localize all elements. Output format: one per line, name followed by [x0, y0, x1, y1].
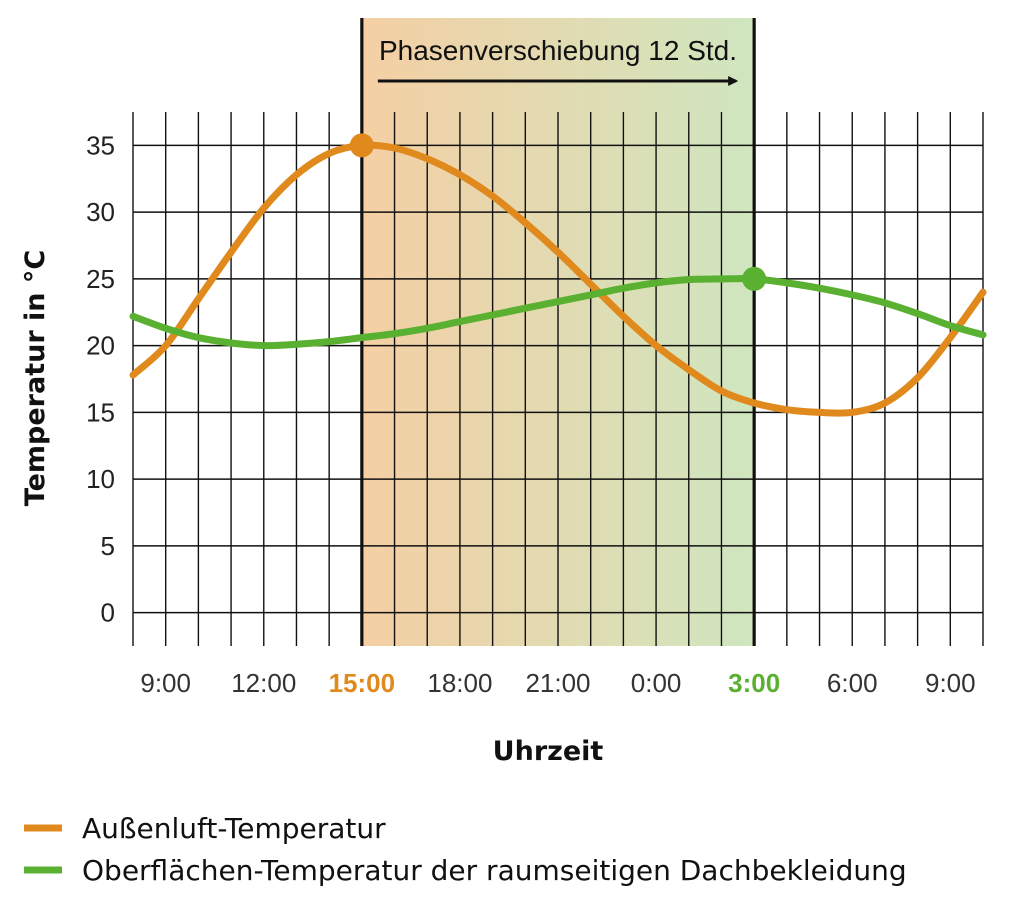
x-tick-label: 6:00 [827, 668, 878, 698]
y-tick-labels: 0 5 10 15 20 25 30 35 [86, 130, 115, 627]
series-line-1 [129, 141, 987, 417]
series-line-2 [129, 275, 987, 350]
legend: Außenluft-Temperatur Oberflächen-Temperat… [24, 812, 907, 887]
x-axis-label: Uhrzeit [493, 736, 604, 767]
series-layer [129, 133, 987, 417]
y-tick-label: 5 [101, 531, 115, 561]
grid [132, 112, 984, 646]
legend-label-2: Oberflächen-Temperatur der raumseitigen … [82, 854, 907, 887]
y-tick-label: 20 [86, 331, 115, 361]
legend-label-1: Außenluft-Temperatur [82, 812, 386, 845]
y-tick-label: 10 [86, 464, 115, 494]
series-marker-2 [742, 266, 767, 291]
x-tick-label: 12:00 [231, 668, 296, 698]
phase-shift-label: Phasenverschiebung 12 Std. [379, 35, 737, 66]
x-tick-label: 15:00 [329, 668, 396, 698]
x-tick-label: 9:00 [925, 668, 976, 698]
y-tick-label: 35 [86, 130, 115, 160]
series-marker-1 [349, 133, 374, 158]
x-tick-label: 3:00 [728, 668, 780, 698]
x-tick-label: 21:00 [525, 668, 590, 698]
x-tick-labels: 9:00 12:00 15:00 18:00 21:00 0:00 3:00 6:00 9:00 [140, 668, 975, 698]
x-tick-label: 18:00 [427, 668, 492, 698]
y-tick-label: 30 [86, 197, 115, 227]
y-tick-label: 25 [86, 264, 115, 294]
y-tick-label: 15 [86, 397, 115, 427]
y-axis-label: Temperatur in °C [20, 250, 51, 507]
x-tick-label: 9:00 [140, 668, 191, 698]
y-tick-label: 0 [101, 598, 115, 628]
phase-boundary-lines [360, 18, 756, 646]
x-tick-label: 0:00 [631, 668, 682, 698]
